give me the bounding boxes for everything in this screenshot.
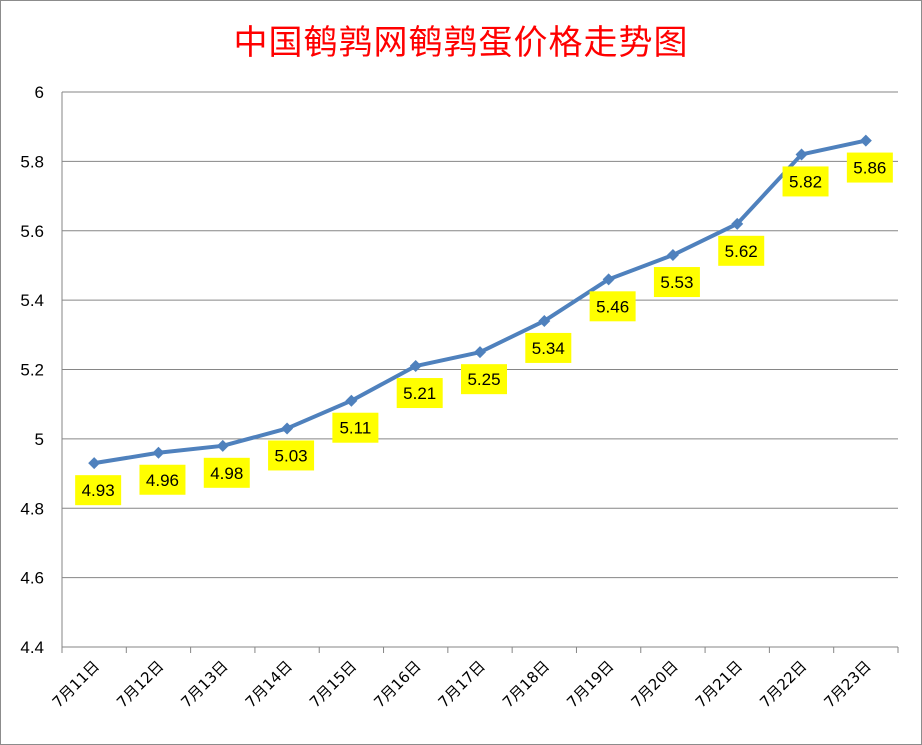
data-point-marker <box>602 273 615 286</box>
data-label-background <box>525 332 572 363</box>
data-label-background <box>782 166 829 197</box>
data-label: 5.82 <box>782 166 829 197</box>
x-tick-label: 7月18日 <box>499 657 553 711</box>
data-label: 4.93 <box>75 475 122 506</box>
x-tick-label: 7月22日 <box>756 657 810 711</box>
data-point-marker <box>474 346 486 359</box>
y-tick-label: 5.6 <box>20 222 44 241</box>
x-tick-label: 7月20日 <box>628 657 682 711</box>
data-label-text: 5.11 <box>339 419 371 438</box>
data-label: 4.96 <box>139 464 186 495</box>
data-label-background <box>718 235 765 266</box>
x-tick-label: 7月13日 <box>177 657 231 711</box>
data-label-background <box>653 267 700 298</box>
data-label-text: 5.82 <box>789 172 822 191</box>
data-label-text: 5.21 <box>403 384 436 403</box>
data-label-background <box>461 364 507 395</box>
x-tick-label: 7月17日 <box>435 657 489 711</box>
x-tick-label: 7月15日 <box>306 657 360 711</box>
data-label: 5.21 <box>396 378 443 409</box>
data-point-marker <box>88 457 101 470</box>
data-label-text: 5.46 <box>596 297 629 316</box>
y-tick-label: 5 <box>35 430 44 449</box>
data-label-background <box>75 475 122 506</box>
data-label: 5.46 <box>589 291 636 322</box>
data-label-text: 5.53 <box>660 273 693 292</box>
data-point-marker <box>281 422 294 435</box>
data-label: 5.25 <box>461 364 507 395</box>
data-label-background <box>846 152 893 183</box>
chart-title: 中国鹌鹑网鹌鹑蛋价格走势图 <box>233 23 689 63</box>
data-label-text: 4.93 <box>82 481 115 500</box>
data-point-marker <box>345 394 358 407</box>
y-tick-label: 5.4 <box>20 291 44 310</box>
y-tick-label: 4.4 <box>20 638 44 657</box>
y-tick-label: 4.6 <box>20 569 44 588</box>
data-point-marker <box>795 148 808 161</box>
data-label-text: 5.25 <box>467 370 500 389</box>
data-label-text: 4.98 <box>210 464 243 483</box>
data-label-text: 5.03 <box>275 446 308 465</box>
data-point-marker <box>666 249 679 262</box>
data-label: 4.98 <box>203 457 250 488</box>
data-label-background <box>203 457 250 488</box>
y-tick-label: 4.8 <box>20 499 44 518</box>
x-tick-label: 7月23日 <box>820 657 874 711</box>
data-label-background <box>139 464 186 495</box>
data-label: 5.86 <box>846 152 893 183</box>
data-label-text: 5.62 <box>725 242 758 261</box>
data-label-text: 4.96 <box>146 471 179 490</box>
series-line <box>93 138 867 466</box>
data-label: 5.62 <box>718 235 765 266</box>
data-label-text: 5.86 <box>853 159 886 178</box>
x-tick-label: 7月16日 <box>370 657 424 711</box>
x-tick-label: 7月11日 <box>49 657 103 711</box>
y-tick-label: 5.8 <box>20 152 44 171</box>
y-tick-label: 5.2 <box>20 361 44 380</box>
x-tick-label: 7月12日 <box>113 657 167 711</box>
x-tick-label: 7月14日 <box>242 657 296 711</box>
data-label-background <box>589 291 636 322</box>
data-label-background <box>396 378 443 409</box>
y-tick-label: 6 <box>35 83 44 102</box>
data-label: 5.03 <box>268 440 315 471</box>
data-label: 5.11 <box>332 412 379 443</box>
data-label-background <box>268 440 315 471</box>
data-point-marker <box>409 360 422 373</box>
data-point-marker <box>538 314 551 327</box>
data-point-marker <box>216 439 229 452</box>
data-label: 5.53 <box>653 267 700 298</box>
data-point-marker <box>859 134 872 147</box>
data-label-background <box>332 412 379 443</box>
data-point-marker <box>152 446 165 459</box>
data-label: 5.34 <box>525 332 572 363</box>
x-tick-label: 7月19日 <box>563 657 617 711</box>
data-point-marker <box>731 217 744 230</box>
x-tick-label: 7月21日 <box>692 657 746 711</box>
data-label-text: 5.34 <box>532 339 565 358</box>
